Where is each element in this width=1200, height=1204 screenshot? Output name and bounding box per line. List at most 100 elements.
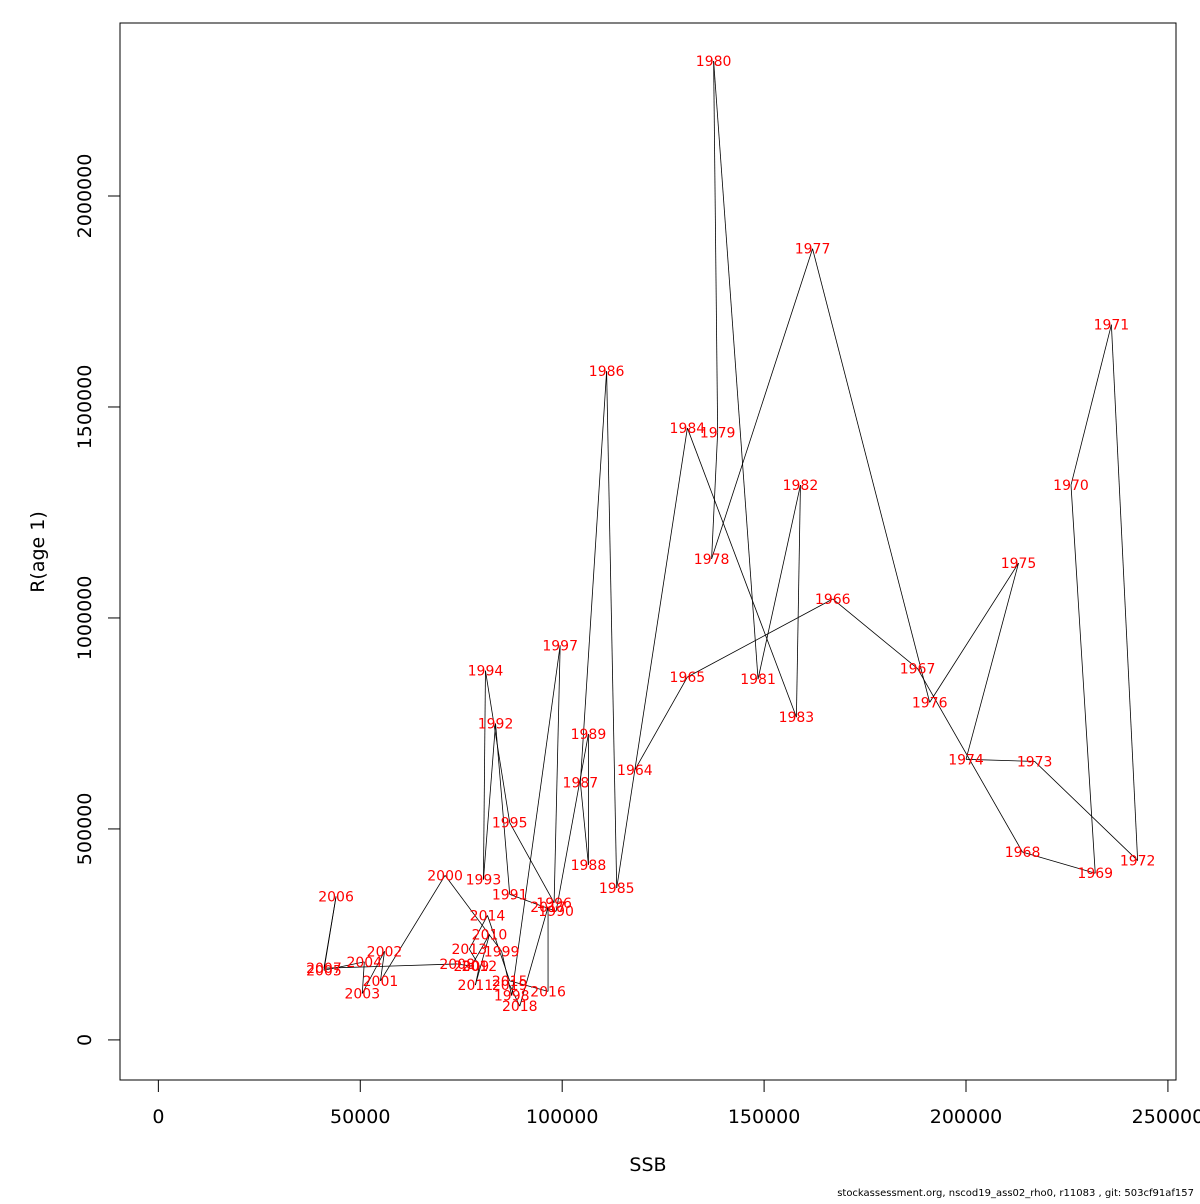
year-label: 1977: [795, 242, 831, 258]
year-label: 1975: [1001, 556, 1037, 572]
year-label: 2010: [472, 927, 508, 943]
year-label: 1984: [670, 421, 706, 437]
year-label: 1985: [599, 881, 635, 897]
y-tick-label: 2000000: [74, 154, 96, 239]
year-label: 1970: [1053, 478, 1089, 494]
trajectory-segment: [470, 934, 490, 967]
trajectory-segment: [579, 371, 608, 783]
year-label: 1993: [466, 873, 502, 889]
trajectory-segment: [519, 906, 549, 1007]
year-label: 2001: [363, 974, 399, 990]
trajectory-segment: [509, 822, 555, 903]
trajectory-segment: [474, 965, 480, 986]
year-label: 1964: [617, 763, 653, 779]
year-label: 2003: [344, 986, 380, 1002]
trajectory-segment: [380, 875, 446, 982]
trajectory-segment: [468, 915, 488, 950]
trajectory-segment: [1110, 324, 1139, 861]
trajectory-segment: [1022, 851, 1096, 874]
trajectory-segment: [812, 248, 931, 703]
year-label: 1992: [478, 716, 514, 732]
trajectory-segment: [606, 371, 618, 889]
year-label: 1965: [670, 670, 706, 686]
trajectory-segment: [796, 485, 801, 718]
year-label: 1980: [696, 54, 732, 70]
plot-frame: [119, 22, 1177, 1081]
year-label: 2002: [367, 944, 403, 960]
year-label: 1988: [571, 858, 607, 874]
year-label: 2014: [470, 908, 506, 924]
year-label: 1982: [783, 478, 819, 494]
y-tick-label: 500000: [74, 793, 96, 866]
year-label: 1966: [815, 592, 851, 608]
year-label: 2012: [462, 959, 498, 975]
y-tick-label: 0: [74, 1034, 96, 1046]
trajectory-segment: [1070, 485, 1096, 874]
year-label: 1976: [912, 695, 948, 711]
footer-credit: stockassessment.org, nscod19_ass02_rho0,…: [837, 1188, 1194, 1199]
x-tick-label: 150000: [728, 1106, 801, 1128]
year-label: 1968: [1005, 845, 1041, 861]
trajectory-segment: [616, 428, 688, 889]
trajectory-segment: [485, 670, 511, 823]
year-label: 1996: [536, 896, 572, 912]
trajectory-segment: [686, 427, 797, 718]
year-label: 2015: [492, 974, 528, 990]
trajectory-segment: [832, 598, 918, 669]
year-label: 1998: [494, 989, 530, 1005]
trajectory-segment: [509, 984, 521, 1007]
y-tick-label: 1000000: [74, 576, 96, 661]
year-label: 1969: [1077, 866, 1113, 882]
y-tick-label: 1500000: [74, 365, 96, 450]
trajectory-segment: [323, 963, 458, 969]
trajectory-segment: [361, 951, 385, 994]
year-label: 1981: [740, 672, 776, 688]
trajectory-segment: [711, 432, 719, 559]
year-label: 1979: [700, 425, 736, 441]
trajectory-segment: [553, 645, 561, 903]
trajectory-segment: [1070, 324, 1112, 486]
trajectory-segment: [474, 934, 490, 986]
year-label: 1990: [538, 904, 574, 920]
year-label: 2009: [454, 959, 490, 975]
year-label: 2016: [530, 984, 566, 1000]
trajectory-segment: [495, 723, 511, 895]
year-label: 2007: [306, 961, 342, 977]
year-label: 1973: [1017, 754, 1053, 770]
year-label: 2005: [306, 963, 342, 979]
year-label: 2011: [458, 978, 494, 994]
year-label: 1987: [563, 776, 599, 792]
trajectory-segment: [711, 248, 813, 560]
trajectory-segment: [634, 676, 688, 771]
trajectory-segment: [1034, 761, 1138, 861]
year-label: 1972: [1120, 854, 1156, 870]
year-label: 1986: [589, 364, 625, 380]
year-label: 1983: [779, 710, 815, 726]
year-label: 2000: [427, 868, 463, 884]
trajectory-segment: [757, 484, 801, 680]
x-tick-label: 100000: [526, 1106, 599, 1128]
trajectory-segment: [687, 598, 833, 678]
year-label: 1999: [484, 944, 520, 960]
trajectory-segment: [579, 782, 589, 865]
year-label: 1995: [492, 816, 528, 832]
year-label: 1971: [1094, 318, 1130, 334]
year-label: 1994: [468, 664, 504, 680]
trajectory-segment: [511, 645, 561, 996]
trajectory-segment: [965, 563, 1019, 760]
trajectory-segment: [555, 733, 589, 912]
year-label: 1991: [492, 887, 528, 903]
x-tick-label: 0: [152, 1106, 164, 1128]
y-axis-title: R(age 1): [27, 511, 49, 593]
year-label: 1989: [571, 727, 607, 743]
year-label: 2017: [530, 900, 566, 916]
x-axis-title: SSB: [629, 1154, 666, 1176]
trajectory-segment: [323, 961, 365, 971]
x-tick-label: 250000: [1132, 1106, 1200, 1128]
trajectory-segment: [509, 980, 549, 992]
trajectory-segment: [965, 758, 1035, 762]
x-tick-label: 50000: [330, 1106, 390, 1128]
trajectory-segment: [917, 668, 1023, 853]
year-label: 2019: [492, 978, 528, 994]
